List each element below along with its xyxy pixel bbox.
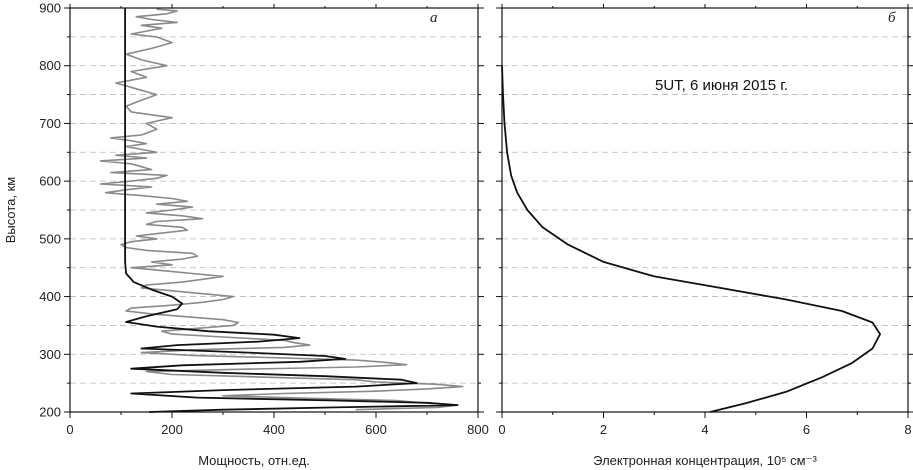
y-tick-label: 500 [39, 231, 61, 246]
x-tick-label: 800 [467, 422, 489, 437]
panel-a: 200 300 400 500 600 700 800 900 0 200 400 600 800 [39, 1, 489, 438]
y-tick-label: 400 [39, 289, 61, 304]
panel-a-letter: а [430, 10, 438, 26]
x-tick-label: 8 [904, 422, 911, 437]
model-profile-line [124, 8, 459, 413]
y-tick-label: 300 [39, 347, 61, 362]
x-tick-label: 4 [701, 422, 708, 437]
x-tick-label: 0 [498, 422, 505, 437]
panel-a-xlabel: Мощность, отн.ед. [198, 453, 310, 468]
x-tick-label: 400 [263, 422, 285, 437]
y-tick-label: 200 [39, 405, 61, 420]
model-profile-line [501, 65, 881, 413]
y-tick-label: 900 [39, 1, 61, 16]
panel-b-letter: б [888, 10, 896, 26]
x-tick-label: 600 [365, 422, 387, 437]
x-tick-label: 2 [600, 422, 607, 437]
panel-a-ylabel: Высота, км [3, 177, 18, 244]
x-tick-label: 6 [803, 422, 810, 437]
panel-b-xlabel: Электронная концентрация, 10⁵ см⁻³ [593, 453, 817, 468]
y-tick-label: 600 [39, 174, 61, 189]
panel-b-annotation: 5UT, 6 июня 2015 г. [655, 77, 788, 94]
panel-b: 0 2 4 6 8 [496, 4, 913, 437]
x-tick-label: 0 [66, 422, 73, 437]
y-tick-label: 700 [39, 116, 61, 131]
y-tick-label: 800 [39, 58, 61, 73]
x-tick-label: 200 [161, 422, 183, 437]
